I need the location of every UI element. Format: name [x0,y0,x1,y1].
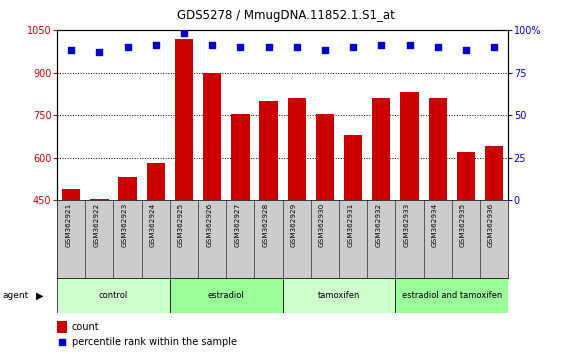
Text: GSM362929: GSM362929 [291,202,297,247]
Point [123,44,132,50]
Text: GSM362933: GSM362933 [404,202,409,247]
Bar [62,189,81,200]
Point [405,42,414,48]
Text: estradiol: estradiol [208,291,244,300]
Bar [203,73,222,200]
Point [67,48,76,53]
Bar [90,199,108,200]
Bar [231,114,250,200]
Text: GSM362925: GSM362925 [178,202,184,247]
Text: count: count [71,322,99,332]
Bar [372,98,391,200]
Text: GSM362934: GSM362934 [432,202,438,247]
Point [95,49,104,55]
Point [179,31,188,36]
Text: GSM362926: GSM362926 [206,202,212,247]
Text: GDS5278 / MmugDNA.11852.1.S1_at: GDS5278 / MmugDNA.11852.1.S1_at [176,9,395,22]
Text: control: control [99,291,128,300]
Point [236,44,245,50]
Bar [170,278,283,313]
Bar [316,114,334,200]
Bar [283,278,395,313]
Text: percentile rank within the sample: percentile rank within the sample [71,337,236,348]
Point [489,44,498,50]
Point [433,44,443,50]
Bar [457,152,475,200]
Bar [485,146,503,200]
Point [320,48,329,53]
Bar [57,321,67,333]
Text: GSM362936: GSM362936 [488,202,494,247]
Text: GSM362930: GSM362930 [319,202,325,247]
Text: estradiol and tamoxifen: estradiol and tamoxifen [401,291,502,300]
Bar [400,92,419,200]
Point [348,44,357,50]
Point [58,340,67,346]
Point [151,42,160,48]
Point [264,44,273,50]
Bar [344,135,362,200]
Bar [118,177,136,200]
Text: GSM362935: GSM362935 [460,202,466,247]
Bar [259,101,278,200]
Bar [395,278,508,313]
Bar [175,39,193,200]
Text: ▶: ▶ [36,291,43,301]
Point [208,42,217,48]
Bar [147,163,165,200]
Text: GSM362922: GSM362922 [94,202,99,247]
Point [377,42,386,48]
Text: GSM362928: GSM362928 [263,202,268,247]
Bar [57,278,170,313]
Text: GSM362921: GSM362921 [65,202,71,247]
Point [461,48,471,53]
Text: agent: agent [3,291,29,300]
Bar [288,98,306,200]
Bar [429,98,447,200]
Text: GSM362927: GSM362927 [234,202,240,247]
Text: tamoxifen: tamoxifen [318,291,360,300]
Point [292,44,301,50]
Text: GSM362932: GSM362932 [375,202,381,247]
Text: GSM362924: GSM362924 [150,202,156,247]
Text: GSM362923: GSM362923 [122,202,127,247]
Text: GSM362931: GSM362931 [347,202,353,247]
